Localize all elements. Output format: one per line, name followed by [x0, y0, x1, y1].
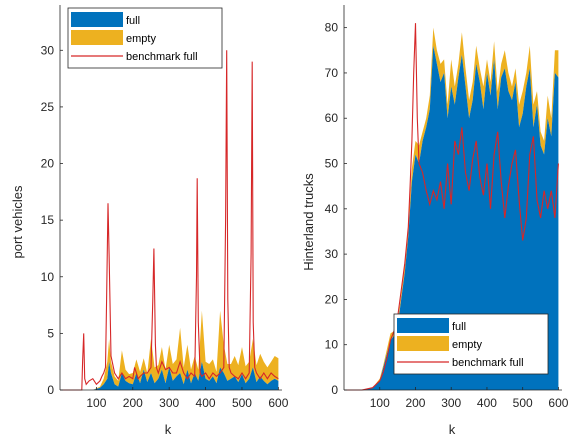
- x-tick-label: 600: [268, 396, 288, 410]
- y-tick-label: 70: [325, 66, 339, 80]
- legend: full empty benchmark full: [393, 313, 549, 375]
- x-tick-label: 500: [232, 396, 252, 410]
- y-tick-label: 10: [41, 270, 55, 284]
- series-benchmark-line: [344, 23, 559, 391]
- y-tick-label: 0: [331, 383, 338, 397]
- y-tick-label: 60: [325, 111, 339, 125]
- y-tick-label: 30: [325, 247, 339, 261]
- legend-label: empty: [452, 339, 482, 351]
- y-tick-label: 50: [325, 157, 339, 171]
- x-axis-label: k: [165, 422, 172, 437]
- y-tick-label: 20: [325, 292, 339, 306]
- legend-swatch: [71, 30, 123, 45]
- y-tick-label: 25: [41, 100, 55, 114]
- x-tick-label: 200: [405, 396, 425, 410]
- x-tick-label: 400: [196, 396, 216, 410]
- legend-swatch: [71, 12, 123, 27]
- y-axis-label: port vehicles: [10, 185, 25, 258]
- y-tick-label: 30: [41, 43, 55, 57]
- x-tick-label: 200: [123, 396, 143, 410]
- series-full-area: [60, 361, 279, 390]
- series-full-area: [344, 45, 559, 391]
- plot-area: [59, 5, 282, 391]
- y-tick-label: 20: [41, 157, 55, 171]
- x-ticks: 100 200 300 400 500 600: [370, 387, 569, 410]
- x-tick-label: 600: [548, 396, 568, 410]
- x-tick-label: 400: [477, 396, 497, 410]
- y-tick-label: 80: [325, 21, 339, 35]
- x-tick-label: 100: [370, 396, 390, 410]
- plot-area: [343, 5, 562, 391]
- series-empty-area: [60, 310, 279, 390]
- x-tick-label: 500: [513, 396, 533, 410]
- legend-label: full: [452, 321, 466, 333]
- legend-label: empty: [126, 33, 156, 45]
- legend-label: benchmark full: [452, 357, 524, 369]
- legend-swatch: [397, 318, 449, 333]
- legend-label: full: [126, 15, 140, 27]
- x-tick-label: 300: [441, 396, 461, 410]
- legend: full empty benchmark full: [67, 7, 223, 69]
- y-tick-label: 40: [325, 202, 339, 216]
- y-ticks: 0 5 10 15 20 25 30: [41, 43, 63, 397]
- y-tick-label: 0: [47, 383, 54, 397]
- legend-swatch: [397, 336, 449, 351]
- y-ticks: 0 10 20 30 40 50 60 70 80: [325, 21, 347, 397]
- port-vehicles-subplot: 0 5 10 15 20 25 30 100 200 300 400 500 600 port veh…: [10, 5, 289, 437]
- hinterland-trucks-subplot: 0 10 20 30 40 50 60 70 80 100 200 300 400 500 600 Hin…: [301, 5, 569, 437]
- x-tick-label: 300: [159, 396, 179, 410]
- x-ticks: 100 200 300 400 500 600: [86, 387, 289, 410]
- x-axis-label: k: [449, 422, 456, 437]
- x-tick-label: 100: [86, 396, 106, 410]
- y-tick-label: 15: [41, 213, 55, 227]
- y-tick-label: 10: [325, 338, 339, 352]
- legend-label: benchmark full: [126, 51, 198, 63]
- series-benchmark-line: [60, 50, 279, 391]
- y-axis-label: Hinterland trucks: [301, 173, 316, 271]
- y-tick-label: 5: [47, 326, 54, 340]
